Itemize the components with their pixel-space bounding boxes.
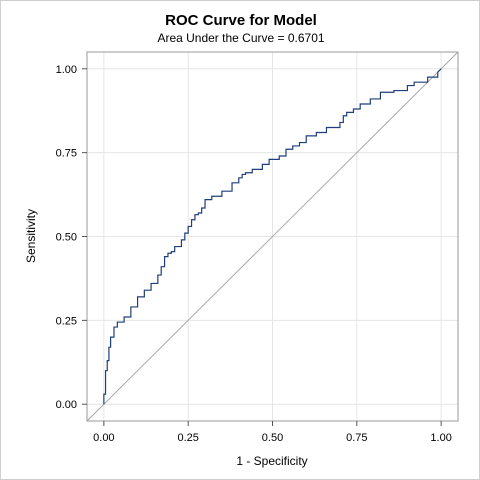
grid-layer <box>87 52 458 421</box>
y-tick-label: 0.25 <box>56 315 77 327</box>
x-axis-label: 1 - Specificity <box>236 454 307 468</box>
chart-title: ROC Curve for Model <box>165 12 317 29</box>
reference-line-layer <box>86 51 459 422</box>
chart-subtitle: Area Under the Curve = 0.6701 <box>157 31 324 45</box>
tick-layer: 0.00 0.25 0.50 0.75 1.00 0.00 0.25 0.50 0.75 1.00 <box>56 64 452 444</box>
x-tick-label: 0.25 <box>177 432 198 444</box>
x-tick-label: 0.00 <box>93 432 114 444</box>
x-tick-label: 0.75 <box>346 432 367 444</box>
y-tick-label: 0.00 <box>56 399 77 411</box>
y-tick-label: 1.00 <box>56 64 77 76</box>
series-layer <box>103 68 442 405</box>
reference-diagonal-line <box>86 51 459 422</box>
y-tick-label: 0.50 <box>56 232 77 244</box>
x-tick-label: 0.50 <box>262 432 283 444</box>
y-tick-label: 0.75 <box>56 148 77 160</box>
roc-series-line <box>103 68 442 405</box>
y-axis-label: Sensitivity <box>24 209 38 263</box>
x-tick-label: 1.00 <box>430 432 451 444</box>
